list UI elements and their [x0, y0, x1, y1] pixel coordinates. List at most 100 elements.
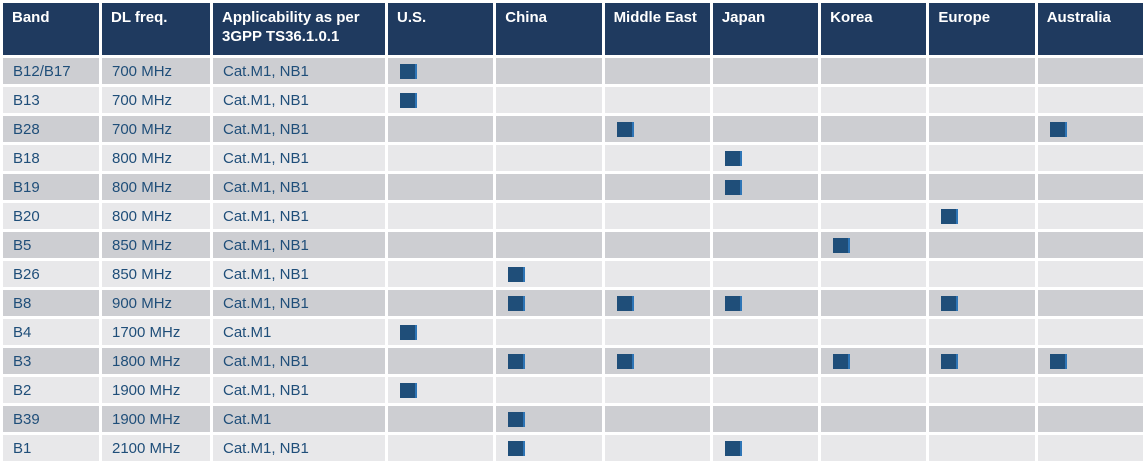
applicability-cell: Cat.M1, NB1: [213, 58, 385, 84]
region-cell-australia: [1037, 261, 1143, 287]
band-cell: B3: [3, 348, 99, 374]
region-cell-australia: [1037, 203, 1143, 229]
region-cell-us: [388, 232, 494, 258]
column-header-band: Band: [3, 3, 99, 55]
region-cell-japan: [712, 232, 819, 258]
region-cell-korea: [821, 58, 927, 84]
applicability-cell: Cat.M1, NB1: [213, 290, 385, 316]
dl-freq-cell: 850 MHz: [102, 232, 210, 258]
region-cell-europe: [929, 203, 1035, 229]
table-row-b8: B8 900 MHz Cat.M1, NB1: [3, 290, 1143, 316]
region-cell-us: [388, 290, 494, 316]
applicability-cell: Cat.M1, NB1: [213, 87, 385, 113]
applicable-marker-icon: [724, 179, 742, 195]
applicability-cell: Cat.M1: [213, 319, 385, 345]
region-cell-korea: [821, 348, 927, 374]
region-cell-us: [388, 116, 494, 142]
applicable-marker-icon: [508, 411, 526, 427]
region-cell-japan: [712, 116, 819, 142]
region-cell-china: [496, 377, 602, 403]
region-cell-australia: [1037, 87, 1143, 113]
applicable-marker-icon: [616, 121, 634, 137]
applicable-marker-icon: [400, 63, 417, 79]
band-applicability-table: Band DL freq. Applicability as per 3GPP TS…: [3, 3, 1143, 461]
table-row-b18: B18 800 MHz Cat.M1, NB1: [3, 145, 1143, 171]
applicable-marker-icon: [508, 295, 526, 311]
band-cell: B5: [3, 232, 99, 258]
band-cell: B39: [3, 406, 99, 432]
column-header-middle-east: Middle East: [604, 3, 710, 55]
region-cell-korea: [821, 116, 927, 142]
column-header-dl_freq: DL freq.: [102, 3, 210, 55]
column-header-korea: Korea: [821, 3, 927, 55]
band-cell: B8: [3, 290, 99, 316]
applicable-marker-icon: [724, 440, 742, 456]
region-cell-europe: [929, 290, 1035, 316]
column-header-applicability: Applicability as per 3GPP TS36.1.0.1: [213, 3, 385, 55]
region-cell-us: [388, 87, 494, 113]
region-cell-us: [388, 261, 494, 287]
region-cell-korea: [821, 377, 927, 403]
region-cell-japan: [712, 58, 819, 84]
table-row-b12-b17: B12/B17 700 MHz Cat.M1, NB1: [3, 58, 1143, 84]
band-cell: B26: [3, 261, 99, 287]
dl-freq-cell: 1900 MHz: [102, 377, 210, 403]
region-cell-korea: [821, 145, 927, 171]
table-row-b2: B2 1900 MHz Cat.M1, NB1: [3, 377, 1143, 403]
table-row-b26: B26 850 MHz Cat.M1, NB1: [3, 261, 1143, 287]
region-cell-europe: [929, 348, 1035, 374]
column-header-europe: Europe: [929, 3, 1035, 55]
region-cell-middle-east: [604, 203, 710, 229]
region-cell-china: [496, 203, 602, 229]
dl-freq-cell: 700 MHz: [102, 58, 210, 84]
region-cell-us: [388, 435, 494, 461]
applicable-marker-icon: [1049, 121, 1067, 137]
region-cell-middle-east: [604, 290, 710, 316]
region-cell-middle-east: [604, 435, 710, 461]
band-cell: B1: [3, 435, 99, 461]
region-cell-japan: [712, 290, 819, 316]
region-cell-korea: [821, 174, 927, 200]
applicability-cell: Cat.M1, NB1: [213, 377, 385, 403]
table-row-b20: B20 800 MHz Cat.M1, NB1: [3, 203, 1143, 229]
dl-freq-cell: 700 MHz: [102, 87, 210, 113]
region-cell-japan: [712, 377, 819, 403]
region-cell-china: [496, 116, 602, 142]
region-cell-us: [388, 377, 494, 403]
region-cell-australia: [1037, 58, 1143, 84]
dl-freq-cell: 800 MHz: [102, 145, 210, 171]
region-cell-china: [496, 435, 602, 461]
region-cell-us: [388, 348, 494, 374]
column-header-us: U.S.: [388, 3, 494, 55]
region-cell-middle-east: [604, 174, 710, 200]
applicability-cell: Cat.M1, NB1: [213, 261, 385, 287]
column-header-australia: Australia: [1037, 3, 1143, 55]
region-cell-china: [496, 319, 602, 345]
region-cell-china: [496, 232, 602, 258]
applicable-marker-icon: [508, 440, 526, 456]
region-cell-middle-east: [604, 116, 710, 142]
region-cell-us: [388, 58, 494, 84]
region-cell-china: [496, 58, 602, 84]
region-cell-europe: [929, 58, 1035, 84]
applicable-marker-icon: [400, 92, 417, 108]
table-row-b1: B1 2100 MHz Cat.M1, NB1: [3, 435, 1143, 461]
applicability-cell: Cat.M1, NB1: [213, 435, 385, 461]
region-cell-china: [496, 348, 602, 374]
applicability-cell: Cat.M1, NB1: [213, 348, 385, 374]
region-cell-australia: [1037, 406, 1143, 432]
region-cell-us: [388, 406, 494, 432]
region-cell-europe: [929, 377, 1035, 403]
region-cell-china: [496, 406, 602, 432]
applicable-marker-icon: [833, 353, 851, 369]
applicable-marker-icon: [833, 237, 851, 253]
region-cell-china: [496, 174, 602, 200]
table-row-b28: B28 700 MHz Cat.M1, NB1: [3, 116, 1143, 142]
table-header-row: Band DL freq. Applicability as per 3GPP TS…: [3, 3, 1143, 55]
region-cell-australia: [1037, 232, 1143, 258]
table-row-b19: B19 800 MHz Cat.M1, NB1: [3, 174, 1143, 200]
region-cell-australia: [1037, 435, 1143, 461]
region-cell-australia: [1037, 145, 1143, 171]
applicable-marker-icon: [941, 208, 959, 224]
region-cell-australia: [1037, 377, 1143, 403]
